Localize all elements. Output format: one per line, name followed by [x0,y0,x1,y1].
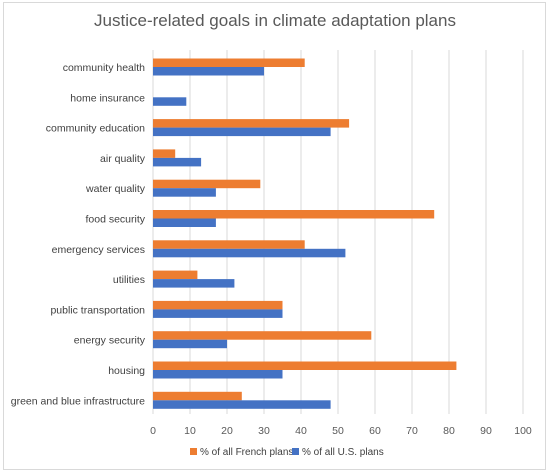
bar-us [153,370,283,379]
bar-french [153,331,372,340]
chart-title: Justice-related goals in climate adaptat… [94,11,456,30]
category-label: public transportation [50,304,145,316]
bars [153,58,457,409]
bar-us [153,400,331,409]
legend: % of all French plans % of all U.S. plans [190,447,384,458]
category-label: community health [63,62,145,74]
bar-us [153,218,216,227]
bar-french [153,210,435,219]
bar-us [153,309,283,318]
bar-french [153,361,457,370]
x-tick-label: 100 [514,425,532,437]
category-label: green and blue infrastructure [11,395,145,407]
legend-label: % of all French plans [200,447,293,458]
bar-french [153,270,198,280]
bar-french [153,119,350,128]
x-tick-label: 90 [480,425,492,437]
x-tick-label: 60 [369,425,381,437]
x-tick-label: 0 [150,425,156,437]
bar-french [153,179,261,189]
category-label: housing [108,365,145,377]
x-tick-label: 40 [295,425,307,437]
bar-french [153,391,242,401]
bar-us [153,279,235,288]
bar-french [153,240,305,249]
legend-label: % of all U.S. plans [302,447,384,458]
x-tick-label: 70 [406,425,418,437]
x-tick-label: 50 [332,425,344,437]
bar-us [153,67,264,76]
legend-swatch [292,448,299,455]
x-tick-label: 20 [221,425,233,437]
bar-us [153,339,227,349]
x-axis-ticks: 0 10 20 30 40 50 60 70 80 90 100 [150,425,532,437]
bar-us [153,188,216,197]
bar-us [153,248,346,258]
category-label: water quality [85,183,146,195]
bar-us [153,157,202,167]
bar-french [153,58,305,67]
x-tick-label: 80 [443,425,455,437]
bar-french [153,149,176,158]
x-tick-label: 30 [258,425,270,437]
category-labels: community health home insurance community … [11,62,146,407]
category-label: emergency services [52,244,145,256]
chart-frame [3,2,546,470]
bar-us [153,127,331,137]
bar-french [153,300,283,310]
category-label: energy security [74,335,146,347]
gridlines [152,50,524,414]
bar-us [153,97,187,106]
legend-swatch [190,448,197,455]
x-tick-label: 10 [184,425,196,437]
category-label: home insurance [70,92,145,104]
category-label: air quality [100,153,146,165]
category-label: utilities [113,274,145,286]
category-label: food security [85,214,145,226]
category-label: community education [46,123,145,135]
